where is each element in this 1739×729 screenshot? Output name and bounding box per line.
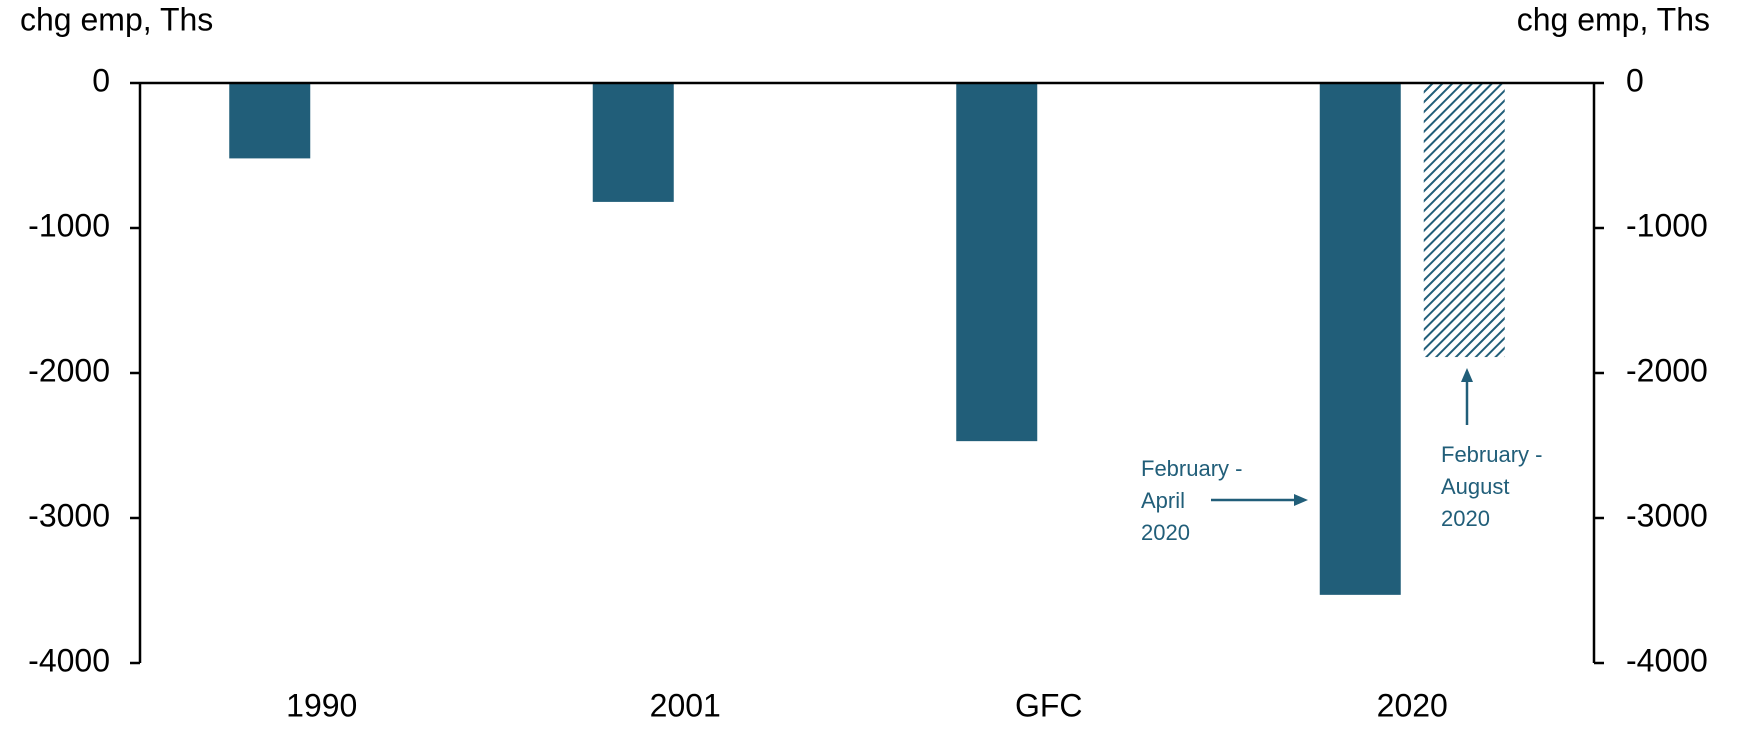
bar	[956, 83, 1038, 442]
y-axis-label: chg emp, Ths	[20, 1, 213, 37]
y2-axis-label: chg emp, Ths	[1517, 1, 1710, 37]
y2-tick-label: -3000	[1626, 497, 1708, 533]
x-tick-label: GFC	[1015, 687, 1083, 723]
annotation: August	[1441, 474, 1510, 499]
x-tick-label: 2020	[1377, 687, 1448, 723]
x-tick-label: 2001	[650, 687, 721, 723]
y-tick-label: -1000	[28, 207, 110, 243]
annotation: February -	[1141, 456, 1242, 481]
y-tick-label: 0	[92, 62, 110, 98]
y-tick-label: -2000	[28, 352, 110, 388]
bar	[1319, 83, 1401, 595]
annotation: 2020	[1141, 520, 1190, 545]
y2-tick-label: -1000	[1626, 207, 1708, 243]
bar	[592, 83, 674, 202]
annotation: April	[1141, 488, 1185, 513]
y2-tick-label: -2000	[1626, 352, 1708, 388]
bar	[229, 83, 311, 159]
bar	[1423, 83, 1505, 358]
y2-tick-label: 0	[1626, 62, 1644, 98]
y-tick-label: -3000	[28, 497, 110, 533]
annotation: February -	[1441, 442, 1542, 467]
arrow-head	[1461, 368, 1473, 382]
annotation: 2020	[1441, 506, 1490, 531]
x-tick-label: 1990	[286, 687, 357, 723]
y-tick-label: -4000	[28, 642, 110, 678]
y2-tick-label: -4000	[1626, 642, 1708, 678]
arrow-head	[1294, 494, 1308, 506]
